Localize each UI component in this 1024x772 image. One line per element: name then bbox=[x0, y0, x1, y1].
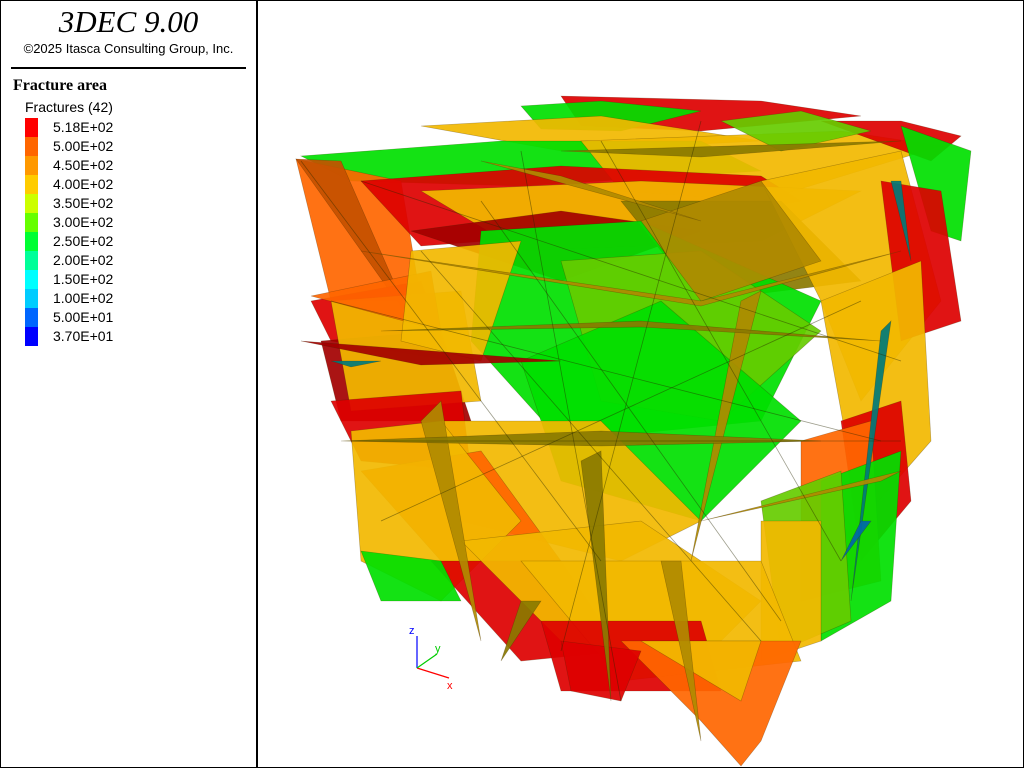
scale-value: 3.50E+02 bbox=[53, 195, 114, 211]
scale-row: 2.00E+02 bbox=[25, 251, 175, 270]
fracture-polygon bbox=[719, 110, 872, 152]
triad-x-axis bbox=[416, 667, 450, 679]
fracture-polygon bbox=[300, 340, 562, 366]
scale-row: 4.00E+02 bbox=[25, 175, 175, 194]
scale-row: 5.00E+01 bbox=[25, 308, 175, 327]
fracture-edge bbox=[480, 200, 782, 622]
fracture-polygon bbox=[700, 470, 902, 522]
scale-row: 3.70E+01 bbox=[25, 327, 175, 346]
scale-swatch bbox=[25, 270, 38, 289]
copyright-text: ©2025 Itasca Consulting Group, Inc. bbox=[23, 41, 234, 56]
fracture-polygon bbox=[640, 180, 822, 302]
scale-row: 2.50E+02 bbox=[25, 232, 175, 251]
triad-x-label: x bbox=[447, 680, 453, 692]
fracture-edge bbox=[600, 140, 842, 562]
plot-item-title: Fracture area bbox=[13, 77, 108, 94]
scale-row: 5.00E+02 bbox=[25, 137, 175, 156]
fracture-polygon bbox=[420, 400, 482, 642]
scale-swatch bbox=[25, 308, 38, 327]
scale-row: 4.50E+02 bbox=[25, 156, 175, 175]
scale-value: 2.00E+02 bbox=[53, 252, 114, 268]
scale-value: 1.00E+02 bbox=[53, 290, 114, 306]
scale-value: 2.50E+02 bbox=[53, 233, 114, 249]
color-scale: 5.18E+02 5.00E+02 4.50E+02 4.00E+02 3.50E+02… bbox=[25, 118, 175, 346]
scale-row: 5.18E+02 bbox=[25, 118, 175, 137]
fracture-polygon bbox=[560, 640, 642, 702]
fracture-edge bbox=[300, 160, 602, 562]
fracture-polygon bbox=[690, 290, 762, 562]
fracture-edge bbox=[380, 300, 862, 522]
scale-value: 3.00E+02 bbox=[53, 214, 114, 230]
scale-row: 1.50E+02 bbox=[25, 270, 175, 289]
legend-divider bbox=[11, 67, 246, 69]
scale-row: 3.50E+02 bbox=[25, 194, 175, 213]
triad-y-axis bbox=[416, 653, 438, 669]
scale-value: 5.18E+02 bbox=[53, 119, 114, 135]
scale-swatch bbox=[25, 251, 38, 270]
app-title: 3DEC 9.00 bbox=[58, 4, 199, 39]
fracture-edge bbox=[520, 150, 622, 702]
scale-value: 4.00E+02 bbox=[53, 176, 114, 192]
fracture-polygon bbox=[500, 600, 542, 662]
plot-item-label: Fractures (42) bbox=[25, 99, 113, 115]
scale-swatch bbox=[25, 327, 38, 346]
scale-swatch bbox=[25, 232, 38, 251]
triad-y-label: y bbox=[435, 643, 441, 655]
fracture-polygon bbox=[890, 180, 912, 262]
fracture-polygon bbox=[560, 140, 902, 158]
scale-swatch bbox=[25, 289, 38, 308]
fracture-polygon bbox=[620, 640, 802, 767]
fracture-polygon bbox=[340, 430, 822, 447]
fracture-edge bbox=[360, 180, 902, 362]
scale-row: 1.00E+02 bbox=[25, 289, 175, 308]
scale-value: 4.50E+02 bbox=[53, 157, 114, 173]
axes-triad: z y x bbox=[409, 625, 453, 692]
fracture-polygon bbox=[380, 320, 882, 342]
scale-value: 5.00E+02 bbox=[53, 138, 114, 154]
scale-row: 3.00E+02 bbox=[25, 213, 175, 232]
scale-swatch bbox=[25, 156, 38, 175]
model-view[interactable] bbox=[258, 1, 1023, 767]
scale-value: 1.50E+02 bbox=[53, 271, 114, 287]
triad-z-label: z bbox=[409, 625, 415, 637]
scale-swatch bbox=[25, 194, 38, 213]
fracture-polygon bbox=[330, 360, 382, 368]
fracture-edge bbox=[420, 250, 762, 642]
fracture-model bbox=[295, 95, 972, 767]
scale-swatch bbox=[25, 175, 38, 194]
fracture-polygon bbox=[660, 560, 702, 742]
fracture-polygon bbox=[360, 250, 902, 307]
scale-value: 5.00E+01 bbox=[53, 309, 114, 325]
scale-swatch bbox=[25, 118, 38, 137]
fracture-edge bbox=[560, 120, 702, 652]
legend-panel: 3DEC 9.00 ©2025 Itasca Consulting Group,… bbox=[1, 1, 258, 767]
fracture-edge bbox=[330, 300, 882, 442]
fracture-polygon bbox=[360, 550, 462, 602]
scale-swatch bbox=[25, 213, 38, 232]
scale-swatch bbox=[25, 137, 38, 156]
fracture-polygon bbox=[840, 520, 872, 562]
scale-value: 3.70E+01 bbox=[53, 328, 114, 344]
fracture-polygon bbox=[480, 160, 702, 222]
fracture-polygon bbox=[295, 158, 412, 322]
fracture-polygon bbox=[580, 450, 612, 702]
